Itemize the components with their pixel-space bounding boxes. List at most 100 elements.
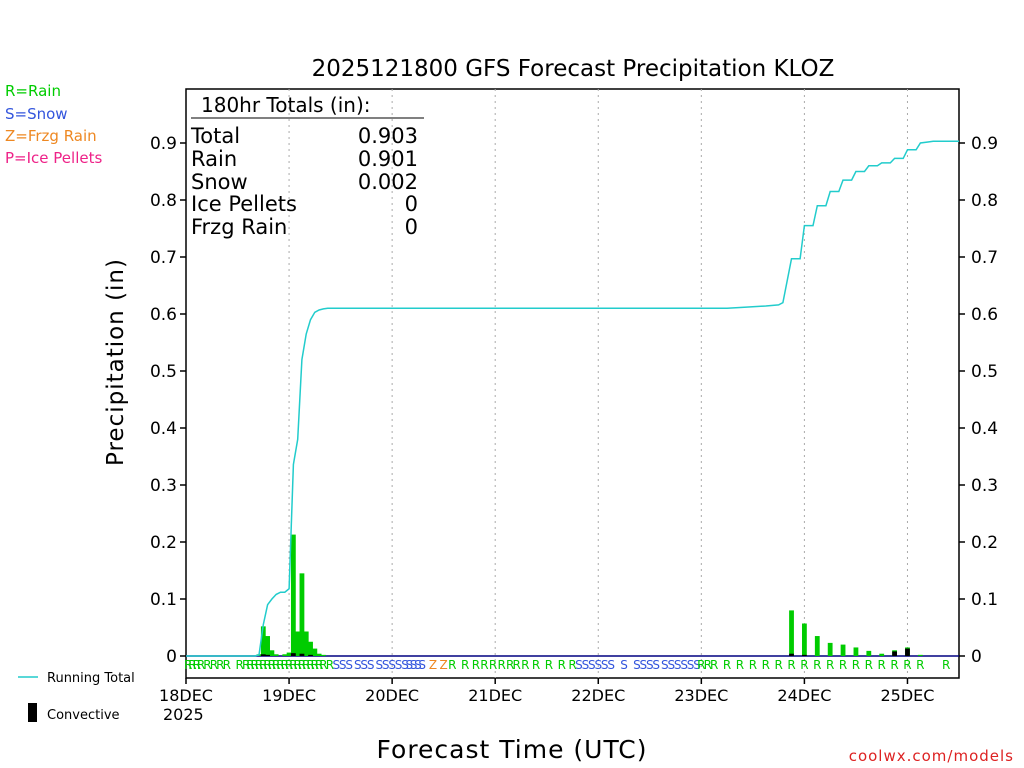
convective-bar xyxy=(892,651,897,656)
y-tick-label-left: 0.7 xyxy=(150,248,177,268)
ptype-marker: S xyxy=(401,658,409,672)
ptype-marker: S xyxy=(674,658,682,672)
ptype-marker: R xyxy=(203,658,211,672)
precip-bar xyxy=(840,644,846,656)
ptype-marker: R xyxy=(326,658,334,672)
ptype-marker: R xyxy=(480,658,488,672)
precip-bar xyxy=(303,631,309,656)
y-tick-label-right: 0.6 xyxy=(971,305,998,325)
running-total-legend-label: Running Total xyxy=(47,671,135,686)
x-tick-label: 24DEC xyxy=(777,686,831,705)
precip-bar xyxy=(827,642,833,656)
convective-bar xyxy=(308,654,313,656)
y-axis-right: 0 0.1 0.2 0.3 0.4 0.5 0.6 0.7 0.8 0.9 xyxy=(959,134,998,667)
ptype-marker: S xyxy=(646,658,654,672)
ptype-marker: R xyxy=(311,658,319,672)
year-label: 2025 xyxy=(163,705,204,724)
ptype-marker: R xyxy=(916,658,924,672)
ptype-marker: R xyxy=(193,658,201,672)
ptype-marker: S xyxy=(575,658,583,672)
convective-bar xyxy=(905,648,910,656)
convective-bar xyxy=(789,653,794,656)
ptype-marker: R xyxy=(489,658,497,672)
precip-bar xyxy=(853,647,859,656)
ptype-marker: S xyxy=(620,658,628,672)
precip-bar xyxy=(917,654,923,656)
ptype-marker: S xyxy=(388,658,396,672)
precip-bar xyxy=(295,631,301,656)
ptype-marker: Z xyxy=(440,658,448,672)
precip-bar xyxy=(866,650,872,656)
ptype-marker: R xyxy=(558,658,566,672)
ptype-marker: R xyxy=(461,658,469,672)
precip-bar xyxy=(879,653,885,656)
ptype-marker: R xyxy=(839,658,847,672)
precip-bar xyxy=(316,653,322,656)
ptype-marker: S xyxy=(332,658,340,672)
ptype-marker: S xyxy=(345,658,353,672)
precip-bars xyxy=(256,534,923,656)
y-tick-label-right: 0.1 xyxy=(971,590,998,610)
x-tick-label: 21DEC xyxy=(468,686,522,705)
x-tick-label: 23DEC xyxy=(674,686,728,705)
ptype-marker: R xyxy=(448,658,456,672)
ptype-marker: S xyxy=(405,658,413,672)
precip-bar xyxy=(286,652,292,656)
ptype-marker: R xyxy=(723,658,731,672)
ptype-marker: S xyxy=(680,658,688,672)
ptype-marker: S xyxy=(354,658,362,672)
x-tick-label: 18DEC xyxy=(159,686,213,705)
ptype-marker: R xyxy=(289,658,297,672)
ptype-marker: R xyxy=(749,658,757,672)
precip-bar xyxy=(299,573,305,656)
ptype-marker: R xyxy=(497,658,505,672)
ptype-marker: R xyxy=(852,658,860,672)
ptype-marker: R xyxy=(188,658,196,672)
precip-bar xyxy=(789,610,794,656)
x-axis: 18DEC 19DEC 20DEC 21DEC 22DEC 23DEC 24DEC 25DEC xyxy=(159,678,934,705)
ptype-marker: S xyxy=(588,658,596,672)
x-tick-label: 20DEC xyxy=(365,686,419,705)
ptype-marker: S xyxy=(594,658,602,672)
totals-value-frzg-rain: 0 xyxy=(405,215,418,239)
ptype-marker: R xyxy=(306,658,314,672)
ptype-marker: R xyxy=(762,658,770,672)
legend-frzg-rain: Z=Frzg Rain xyxy=(5,127,97,145)
running-total-line xyxy=(186,140,959,657)
legend-top-left: R=Rain S=Snow Z=Frzg Rain P=Ice Pellets xyxy=(5,82,102,167)
ptype-marker: R xyxy=(697,658,705,672)
ptype-marker: S xyxy=(414,658,422,672)
precip-bar xyxy=(321,654,326,656)
y-tick-label-right: 0.3 xyxy=(971,476,998,496)
legend-snow: S=Snow xyxy=(5,105,68,123)
ptype-marker: R xyxy=(513,658,521,672)
y-tick-label-right: 0.7 xyxy=(971,248,998,268)
y-axis-label: Precipitation (in) xyxy=(103,258,129,466)
totals-value-total: 0.903 xyxy=(358,124,418,148)
ptype-marker: R xyxy=(774,658,782,672)
ptype-marker: R xyxy=(319,658,327,672)
y-tick-label-left: 0.4 xyxy=(150,419,177,439)
ptype-marker: R xyxy=(285,658,293,672)
convective-bar xyxy=(802,654,807,656)
ptype-marker: R xyxy=(736,658,744,672)
totals-value-snow: 0.002 xyxy=(358,170,418,194)
ptype-marker: R xyxy=(236,658,244,672)
ptype-marker: R xyxy=(545,658,553,672)
ptype-marker: R xyxy=(184,658,192,672)
convective-bar xyxy=(260,654,266,656)
ptype-marker: R xyxy=(255,658,263,672)
ptype-marker: R xyxy=(472,658,480,672)
y-tick-label-left: 0.6 xyxy=(150,305,177,325)
ptype-marker: R xyxy=(521,658,529,672)
precip-bar xyxy=(802,623,807,656)
x-axis-label: Forecast Time (UTC) xyxy=(377,735,648,764)
precip-bar xyxy=(269,650,275,656)
ptype-marker: R xyxy=(532,658,540,672)
convective-legend-swatch xyxy=(28,703,37,722)
ptype-marker: R xyxy=(865,658,873,672)
y-tick-label-left: 0.9 xyxy=(150,134,177,154)
totals-label-snow: Snow xyxy=(191,170,248,194)
